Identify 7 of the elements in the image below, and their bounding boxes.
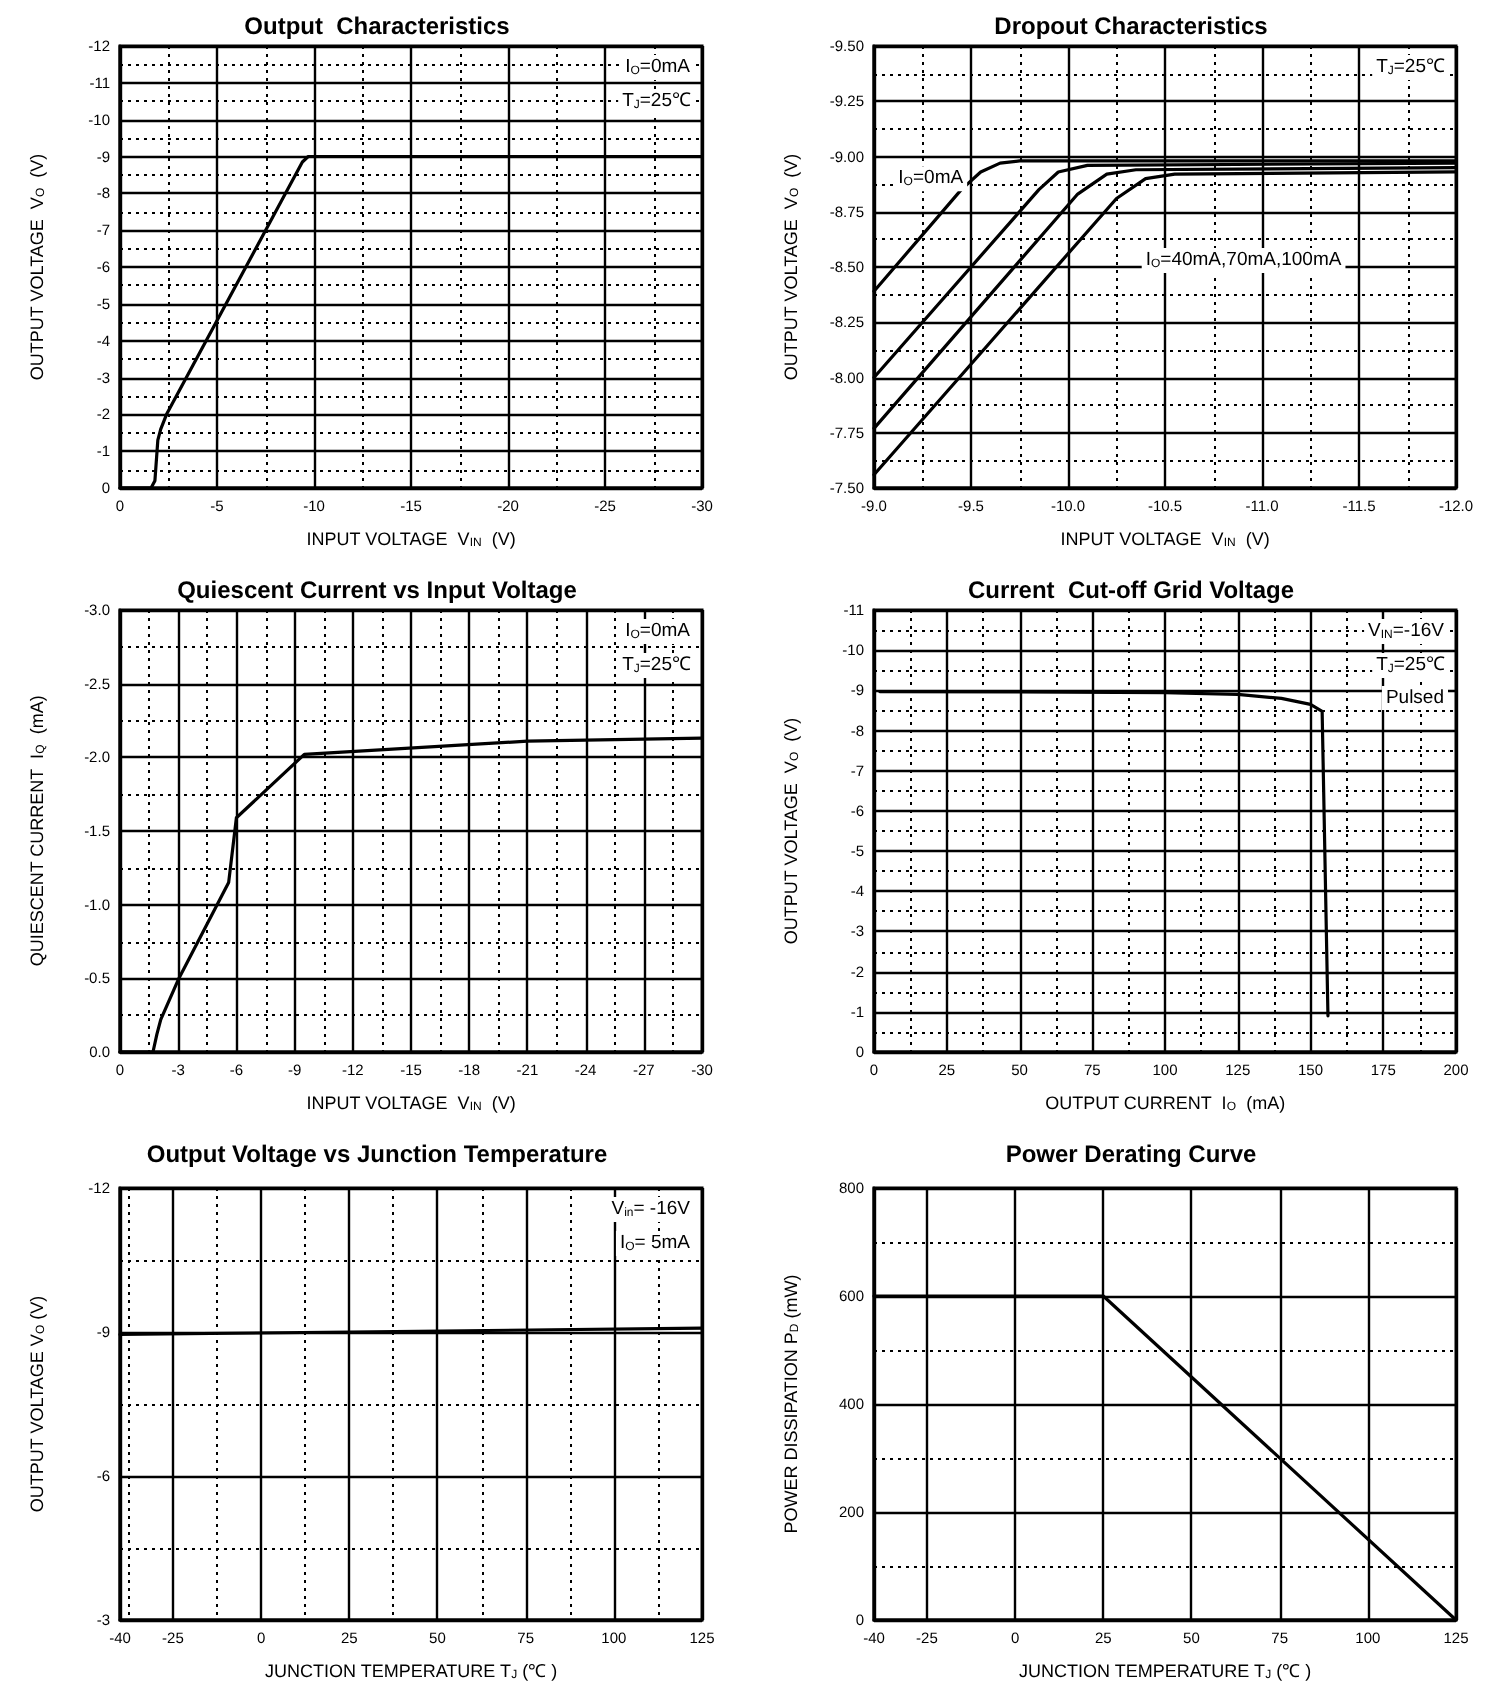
chart-title: Output Voltage vs Junction Temperature xyxy=(146,1140,608,1168)
annotation: Pulsed xyxy=(1385,687,1445,709)
chart-title: Power Derating Curve xyxy=(1005,1140,1258,1168)
chart-title: Dropout Characteristics xyxy=(994,12,1269,40)
chart-title: Quiescent Current vs Input Voltage xyxy=(177,576,578,604)
chart-title: Output Characteristics xyxy=(244,12,511,40)
chart-title: Current Cut-off Grid Voltage xyxy=(967,576,1295,604)
